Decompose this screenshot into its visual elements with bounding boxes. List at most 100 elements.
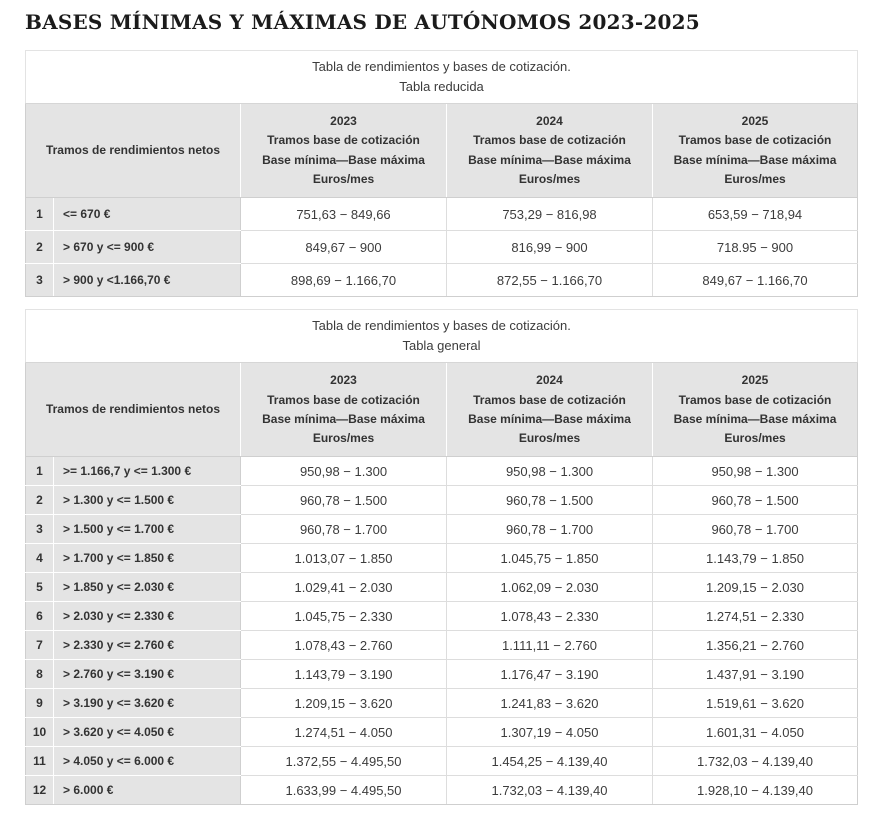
value-2023: 1.078,43 − 2.760 <box>240 630 447 661</box>
column-header-2023: 2023 Tramos base de cotización Base míni… <box>240 103 447 199</box>
tramo-label: > 1.850 y <= 2.030 € <box>53 572 241 603</box>
row-number: 10 <box>25 717 54 748</box>
table-row: 12 > 6.000 €1.633,99 − 4.495,50 1.732,03 −… <box>25 775 859 806</box>
header-line: Tramos base de cotización <box>267 133 420 148</box>
tramo-label: > 3.620 y <= 4.050 € <box>53 717 241 748</box>
column-header-2025: 2025 Tramos base de cotización Base míni… <box>651 103 859 199</box>
header-line: Euros/mes <box>518 430 581 445</box>
table-row: 7 > 2.330 y <= 2.760 €1.078,43 − 2.760 1.1… <box>25 630 859 661</box>
tramo-label: > 900 y <1.166,70 € <box>53 263 241 298</box>
value-2025: 950,98 − 1.300 <box>651 456 859 487</box>
tramo-label: > 3.190 y <= 3.620 € <box>53 688 241 719</box>
value-2024: 753,29 − 816,98 <box>446 197 653 232</box>
row-number: 2 <box>25 230 54 265</box>
column-header-2023: 2023 Tramos base de cotización Base míni… <box>240 362 447 458</box>
value-2023: 950,98 − 1.300 <box>240 456 447 487</box>
value-2025: 1.209,15 − 2.030 <box>651 572 859 603</box>
value-2025: 1.437,91 − 3.190 <box>651 659 859 690</box>
table-reducida: Tabla de rendimientos y bases de cotizac… <box>24 49 859 298</box>
table-row: 6 > 2.030 y <= 2.330 €1.045,75 − 2.330 1.0… <box>25 601 859 632</box>
column-header-tramos: Tramos de rendimientos netos <box>25 103 241 199</box>
value-2025: 1.519,61 − 3.620 <box>651 688 859 719</box>
column-header-2024: 2024 Tramos base de cotización Base míni… <box>446 362 653 458</box>
value-2023: 849,67 − 900 <box>240 230 447 265</box>
row-number: 2 <box>25 485 54 516</box>
year-label: 2024 <box>536 114 563 129</box>
value-2023: 1.013,07 − 1.850 <box>240 543 447 574</box>
value-2023: 1.372,55 − 4.495,50 <box>240 746 447 777</box>
caption-line-2: Tabla general <box>402 338 481 354</box>
column-header-2024: 2024 Tramos base de cotización Base míni… <box>446 103 653 199</box>
header-line: Tramos base de cotización <box>473 392 626 407</box>
row-number: 11 <box>25 746 54 777</box>
row-number: 8 <box>25 659 54 690</box>
table-row: 1 >= 1.166,7 y <= 1.300 €950,98 − 1.300 95… <box>25 456 859 487</box>
tramo-label: > 2.330 y <= 2.760 € <box>53 630 241 661</box>
caption-row: Tabla de rendimientos y bases de cotizac… <box>24 309 859 364</box>
value-2025: 960,78 − 1.700 <box>651 514 859 545</box>
value-2024: 1.078,43 − 2.330 <box>446 601 653 632</box>
table-row: 1 <= 670 €751,63 − 849,66 753,29 − 816,98 6… <box>25 197 859 232</box>
header-line: Euros/mes <box>312 430 375 445</box>
year-label: 2025 <box>741 373 769 388</box>
header-line: Euros/mes <box>518 171 581 186</box>
value-2025: 1.356,21 − 2.760 <box>651 630 859 661</box>
tramo-label: > 1.700 y <= 1.850 € <box>53 543 241 574</box>
header-line: Base mínima—Base máxima <box>262 411 425 426</box>
value-2024: 1.062,09 − 2.030 <box>446 572 653 603</box>
table-row: 2 > 670 y <= 900 €849,67 − 900 816,99 − 90… <box>25 230 859 265</box>
table-body: 1 <= 670 €751,63 − 849,66 753,29 − 816,98 6… <box>25 197 859 298</box>
value-2023: 1.209,15 − 3.620 <box>240 688 447 719</box>
header-row: Tramos de rendimientos netos 2023 Tramos… <box>25 103 859 199</box>
caption-line-1: Tabla de rendimientos y bases de cotizac… <box>312 59 571 74</box>
row-number: 3 <box>25 514 54 545</box>
tramo-label: > 2.030 y <= 2.330 € <box>53 601 241 632</box>
value-2024: 960,78 − 1.500 <box>446 485 653 516</box>
value-2024: 816,99 − 900 <box>446 230 653 265</box>
header-line: Tramos base de cotización <box>678 133 832 148</box>
value-2024: 1.176,47 − 3.190 <box>446 659 653 690</box>
value-2025: 1.274,51 − 2.330 <box>651 601 859 632</box>
value-2023: 960,78 − 1.500 <box>240 485 447 516</box>
value-2025: 1.601,31 − 4.050 <box>651 717 859 748</box>
value-2025: 849,67 − 1.166,70 <box>651 263 859 298</box>
value-2023: 1.274,51 − 4.050 <box>240 717 447 748</box>
table-row: 5 > 1.850 y <= 2.030 €1.029,41 − 2.030 1.0… <box>25 572 859 603</box>
row-number: 3 <box>25 263 54 298</box>
value-2025: 653,59 − 718,94 <box>651 197 859 232</box>
value-2023: 960,78 − 1.700 <box>240 514 447 545</box>
value-2025: 1.732,03 − 4.139,40 <box>651 746 859 777</box>
table-body: 1 >= 1.166,7 y <= 1.300 €950,98 − 1.300 95… <box>25 456 859 806</box>
header-row: Tramos de rendimientos netos 2023 Tramos… <box>25 362 859 458</box>
tramo-label: >= 1.166,7 y <= 1.300 € <box>53 456 241 487</box>
value-2024: 1.454,25 − 4.139,40 <box>446 746 653 777</box>
row-number: 4 <box>25 543 54 574</box>
year-label: 2023 <box>330 114 357 129</box>
value-2023: 1.045,75 − 2.330 <box>240 601 447 632</box>
row-number: 5 <box>25 572 54 603</box>
value-2024: 872,55 − 1.166,70 <box>446 263 653 298</box>
value-2024: 1.241,83 − 3.620 <box>446 688 653 719</box>
row-number: 12 <box>25 775 54 806</box>
year-label: 2023 <box>330 373 357 388</box>
table-row: 4 > 1.700 y <= 1.850 €1.013,07 − 1.850 1.0… <box>25 543 859 574</box>
column-header-tramos: Tramos de rendimientos netos <box>25 362 241 458</box>
header-line: Base mínima—Base máxima <box>468 152 631 167</box>
tramo-label: <= 670 € <box>53 197 241 232</box>
header-line: Tramos base de cotización <box>678 392 832 407</box>
value-2025: 1.143,79 − 1.850 <box>651 543 859 574</box>
value-2023: 1.633,99 − 4.495,50 <box>240 775 447 806</box>
table-row: 10 > 3.620 y <= 4.050 €1.274,51 − 4.050 1.… <box>25 717 859 748</box>
caption-row: Tabla de rendimientos y bases de cotizac… <box>24 49 859 105</box>
tramo-label: > 2.760 y <= 3.190 € <box>53 659 241 690</box>
row-number: 9 <box>25 688 54 719</box>
value-2024: 960,78 − 1.700 <box>446 514 653 545</box>
table-general: Tabla de rendimientos y bases de cotizac… <box>24 309 859 806</box>
tramo-label: > 6.000 € <box>53 775 241 806</box>
row-number: 6 <box>25 601 54 632</box>
table-row: 3 > 1.500 y <= 1.700 €960,78 − 1.700 960,7… <box>25 514 859 545</box>
row-number: 1 <box>25 456 54 487</box>
tramo-label: > 670 y <= 900 € <box>53 230 241 265</box>
header-line: Euros/mes <box>724 171 786 186</box>
